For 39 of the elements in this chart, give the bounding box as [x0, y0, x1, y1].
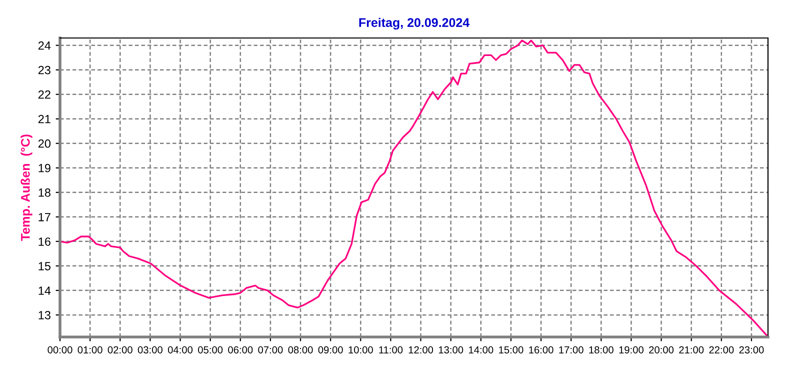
x-tick-label: 19:00: [619, 346, 644, 354]
x-tick-label: 20:00: [649, 346, 674, 354]
y-tick-label: 14: [38, 286, 51, 295]
x-tick-label: 22:00: [709, 346, 734, 354]
y-axis-title: Temp. Außen (°C): [20, 134, 32, 241]
x-tick-label: 00:00: [48, 346, 72, 354]
y-tick-label: 22: [38, 90, 50, 99]
y-tick-label: 17: [38, 213, 50, 222]
y-tick-label: 13: [38, 310, 50, 320]
y-tick-label: 19: [38, 164, 50, 172]
x-tick-label: 01:00: [78, 346, 102, 354]
y-tick-label: 15: [38, 262, 50, 270]
x-tick-label: 17:00: [559, 346, 584, 354]
y-tick-label: 16: [38, 237, 50, 246]
x-tick-label: 23:00: [739, 346, 764, 354]
x-tick-label: 09:00: [318, 346, 343, 354]
x-tick-label: 18:00: [589, 346, 614, 354]
y-tick-label: 21: [38, 114, 50, 124]
line-series: [60, 40, 768, 337]
x-tick-label: 03:00: [138, 346, 162, 354]
x-tick-label: 05:00: [198, 346, 223, 354]
x-tick-label: 06:00: [228, 346, 253, 354]
x-tick-label: 14:00: [468, 346, 494, 354]
x-tick-label: 21:00: [679, 346, 704, 354]
x-tick-label: 15:00: [499, 346, 524, 354]
x-tick-label: 07:00: [258, 346, 283, 354]
x-tick-label: 08:00: [288, 346, 313, 354]
x-tick-label: 10:00: [348, 346, 373, 354]
x-tick-label: 12:00: [408, 346, 434, 354]
y-tick-label: 24: [38, 41, 51, 50]
x-tick-label: 11:00: [379, 346, 403, 354]
y-tick-label: 23: [38, 66, 50, 74]
y-tick-label: 20: [38, 139, 51, 148]
chart-title: Freitag, 20.09.2024: [359, 18, 470, 30]
x-tick-label: 04:00: [168, 346, 193, 354]
y-tick-label: 18: [38, 188, 50, 197]
x-tick-label: 16:00: [529, 346, 554, 354]
x-tick-label: 13:00: [438, 346, 464, 354]
x-tick-label: 02:00: [108, 346, 132, 354]
